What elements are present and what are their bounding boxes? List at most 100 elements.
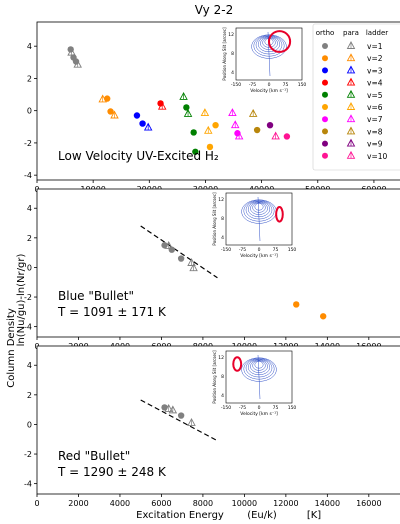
y-tick-label: -4 [24, 171, 32, 180]
ortho-point-v=6 [206, 143, 214, 151]
inset-contour [254, 361, 264, 369]
legend-ortho-marker [322, 104, 328, 110]
inset-contour [252, 202, 266, 213]
inset-y-tick-label: 4 [221, 393, 224, 399]
legend-entry-label: v=1 [367, 42, 383, 51]
x-tick-label: 10000 [232, 499, 257, 508]
inset-x-tick-label: 150 [298, 82, 307, 88]
ortho-point-v=5 [192, 148, 199, 155]
legend-ortho-marker [322, 128, 328, 135]
inset-y-tick-label: 4 [221, 235, 224, 241]
inset-contour [257, 354, 261, 400]
inset-y-tick-label: 12 [228, 32, 234, 38]
para-point-v=6 [200, 108, 210, 117]
legend-entry-label: v=3 [367, 66, 383, 75]
inset-y-label: Position Along Slit [arcsec] [212, 192, 217, 246]
legend-ortho-marker [322, 140, 328, 147]
legend-entry-label: v=2 [367, 54, 383, 63]
ortho-point-v=5 [190, 129, 197, 136]
para-point-v=7 [230, 120, 240, 129]
ortho-point-v=1 [177, 412, 185, 419]
x-axis-label-unit: [K] [307, 510, 321, 521]
x-tick-label: 2000 [68, 499, 88, 508]
inset-y-tick-label: 12 [218, 197, 224, 203]
ortho-point-v=2 [107, 108, 114, 115]
inset-x-tick-label: 0 [258, 405, 261, 411]
para-point-v=4 [157, 101, 167, 110]
inset-x-tick-label: 150 [288, 405, 297, 411]
legend-header: para [343, 29, 359, 37]
inset-y-tick-label: 12 [218, 355, 224, 361]
x-tick-label: 12000 [273, 499, 298, 508]
y-tick-label: 2 [27, 74, 32, 83]
ortho-point-v=1 [161, 404, 168, 411]
y-tick-label: 2 [27, 234, 32, 243]
legend-ortho-marker [322, 55, 328, 62]
para-point-v=5 [179, 92, 188, 100]
legend-ortho-marker [322, 43, 328, 49]
legend-entry-label: v=4 [367, 79, 383, 88]
inset-y-tick-label: 8 [231, 51, 234, 57]
inset-x-tick-label: -150 [221, 405, 231, 411]
inset-x-label: Velocity [km s⁻¹] [240, 411, 278, 417]
legend-entry-label: v=10 [367, 152, 387, 161]
ortho-point-v=1 [168, 246, 176, 253]
x-tick-label: 0 [34, 499, 39, 508]
x-axis-label: Excitation Energy [136, 510, 224, 521]
fit-line [140, 399, 218, 442]
figure-title: Vy 2-2 [195, 3, 233, 17]
ortho-point-v=2 [319, 313, 327, 320]
inset-x-label: Velocity [km s⁻¹] [240, 253, 278, 259]
inset-y-tick-label: 8 [221, 216, 224, 222]
inset-x-tick-label: -75 [249, 82, 256, 88]
ortho-point-v=3 [139, 120, 146, 127]
x-tick-label: 6000 [151, 499, 171, 508]
y-tick-label: -2 [24, 450, 32, 459]
ortho-point-v=2 [103, 95, 111, 102]
inset-x-tick-label: 0 [258, 247, 261, 253]
inset-contour [257, 196, 261, 242]
inset-y-tick-label: 4 [231, 70, 234, 76]
panel-annotation-line2: T = 1290 ± 248 K [57, 465, 167, 479]
para-point-v=7 [228, 108, 237, 117]
legend-header: ortho [316, 29, 335, 37]
panel-annotation-line1: Blue "Bullet" [58, 289, 134, 303]
para-point-v=8 [248, 108, 258, 117]
inset-x-tick-label: -150 [231, 82, 241, 88]
y-tick-label: 0 [27, 107, 32, 116]
panel-annotation: Low Velocity UV-Excited H₂ [58, 149, 219, 163]
inset-x-tick-label: 150 [288, 247, 297, 253]
panel-annotation-line2: T = 1091 ± 171 K [57, 305, 167, 319]
inset-x-tick-label: 75 [283, 82, 289, 88]
inset-highlight-ellipse [275, 206, 284, 223]
panel-blue-bullet: 0200040006000800010000120001400016000-4-… [24, 188, 400, 351]
legend-ortho-marker [322, 152, 328, 159]
ortho-point-v=1 [177, 255, 185, 262]
x-tick-label: 16000 [356, 499, 381, 508]
legend-header: ladder [366, 29, 388, 37]
inset-x-label: Velocity [km s⁻¹] [250, 88, 288, 94]
legend: ortho para ladder v=1 v=2 v=3 v=4 v=5 v=6 v=7 v=8 v… [312, 23, 400, 171]
y-axis-label: Column Density [6, 308, 17, 388]
inset-contour [254, 203, 264, 211]
legend-ortho-marker [322, 79, 328, 86]
ortho-point-v=10 [283, 133, 291, 140]
y-tick-label: -4 [24, 323, 32, 332]
inset-highlight-ellipse [268, 30, 292, 53]
y-tick-label: 4 [27, 361, 32, 370]
y-tick-label: 4 [27, 204, 32, 213]
x-axis-label-expr: (Eu/k) [247, 510, 277, 521]
legend-frame [312, 23, 400, 171]
y-axis-sublabel: ln(Nu/gu)-ln(Nr/gr) [16, 254, 27, 347]
plot-frame [36, 345, 400, 495]
y-tick-label: -4 [24, 480, 32, 489]
y-tick-label: 2 [27, 391, 32, 400]
ortho-point-v=8 [253, 126, 261, 134]
inset-y-label: Position Along Slit [arcsec] [222, 27, 227, 81]
legend-entry-label: v=8 [367, 127, 383, 136]
legend-entry-label: v=7 [367, 115, 383, 124]
ortho-point-v=9 [266, 121, 274, 129]
y-tick-label: 0 [27, 263, 32, 272]
inset-y-label: Position Along Slit [arcsec] [212, 350, 217, 404]
